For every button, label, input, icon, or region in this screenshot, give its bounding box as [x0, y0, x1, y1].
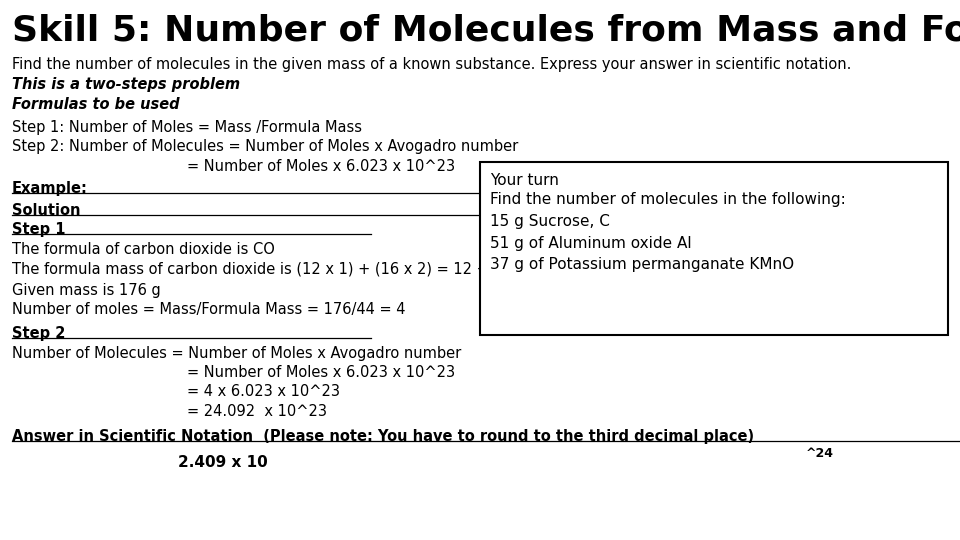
- Text: Example:: Example:: [12, 181, 87, 197]
- Text: Formulas to be used: Formulas to be used: [12, 97, 180, 112]
- Text: = 24.092  x 10^23: = 24.092 x 10^23: [187, 404, 327, 419]
- Text: Answer in Scientific Notation  (Please note: You have to round to the third deci: Answer in Scientific Notation (Please no…: [12, 429, 754, 444]
- Text: = 4 x 6.023 x 10^23: = 4 x 6.023 x 10^23: [187, 384, 340, 400]
- Text: Step 2: Step 2: [12, 326, 65, 341]
- Text: Solution: Solution: [12, 203, 80, 218]
- Text: 2.409 x 10: 2.409 x 10: [178, 455, 267, 470]
- Text: This is a two-steps problem: This is a two-steps problem: [12, 77, 240, 92]
- Text: Number of moles = Mass/Formula Mass = 176/44 = 4: Number of moles = Mass/Formula Mass = 17…: [12, 302, 405, 318]
- FancyBboxPatch shape: [480, 162, 948, 335]
- Text: = Number of Moles x 6.023 x 10^23: = Number of Moles x 6.023 x 10^23: [187, 159, 455, 174]
- Text: Number of Molecules = Number of Moles x Avogadro number: Number of Molecules = Number of Moles x …: [12, 346, 461, 361]
- Text: 15 g Sucrose, C: 15 g Sucrose, C: [490, 214, 610, 229]
- Text: Find the number of molecules in the following:: Find the number of molecules in the foll…: [490, 192, 846, 207]
- Text: 37 g of Potassium permanganate KMnO: 37 g of Potassium permanganate KMnO: [490, 257, 794, 272]
- Text: ^24: ^24: [806, 447, 834, 460]
- Text: 51 g of Aluminum oxide Al: 51 g of Aluminum oxide Al: [490, 236, 691, 251]
- Text: Step 2: Number of Molecules = Number of Moles x Avogadro number: Step 2: Number of Molecules = Number of …: [12, 139, 517, 154]
- Text: Skill 5: Number of Molecules from Mass and Formula: Skill 5: Number of Molecules from Mass a…: [12, 14, 960, 48]
- Text: The formula of carbon dioxide is CO: The formula of carbon dioxide is CO: [12, 242, 275, 257]
- Text: Step 1: Step 1: [12, 222, 65, 238]
- Text: Given mass is 176 g: Given mass is 176 g: [12, 283, 160, 298]
- Text: Find the number of molecules in the given mass of a known substance. Express you: Find the number of molecules in the give…: [12, 57, 851, 72]
- Text: Step 1: Number of Moles = Mass /Formula Mass: Step 1: Number of Moles = Mass /Formula …: [12, 120, 362, 135]
- Text: The formula mass of carbon dioxide is (12 x 1) + (16 x 2) = 12 + 32 = 44 g: The formula mass of carbon dioxide is (1…: [12, 262, 565, 278]
- Text: Your turn: Your turn: [490, 173, 559, 188]
- Text: Find the number of molecules in 176 g of carbon dioxide: Find the number of molecules in 176 g of…: [492, 181, 910, 197]
- Text: = Number of Moles x 6.023 x 10^23: = Number of Moles x 6.023 x 10^23: [187, 365, 455, 380]
